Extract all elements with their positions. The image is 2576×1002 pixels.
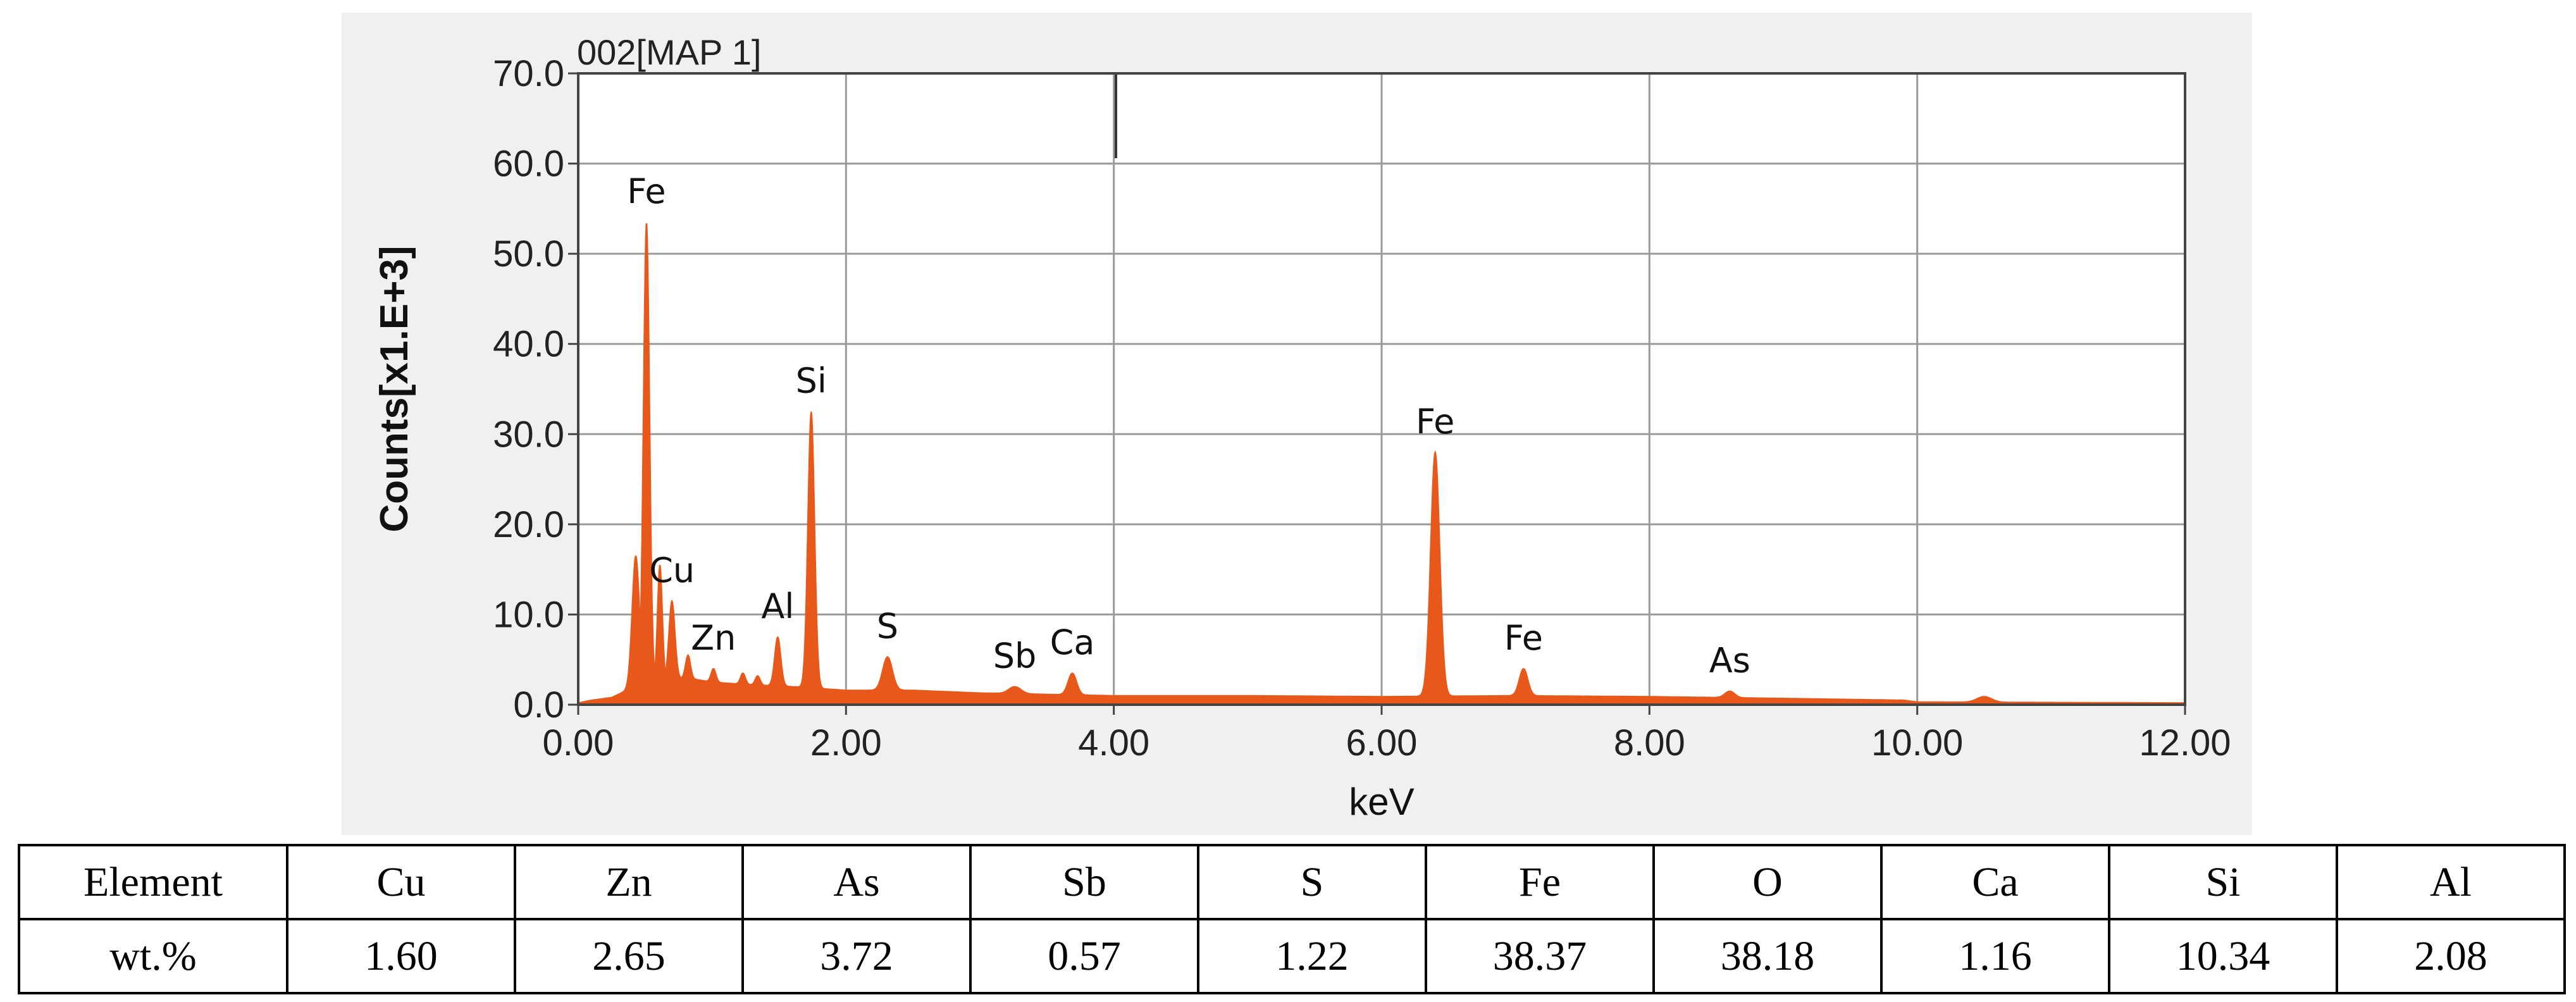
peak-label: Fe <box>627 171 666 211</box>
wt-value-cell: 1.16 <box>1880 918 2110 994</box>
y-axis-ticks: 0.0 10.0 20.0 30.0 40.0 50.0 60.0 70.0 <box>493 53 578 726</box>
eds-spectrum-panel: 0.00 2.00 4.00 6.00 8.00 10.00 12.00 0.0 10.0 20… <box>342 13 2252 835</box>
chart-title: 002[MAP 1] <box>577 32 762 72</box>
wt-value-cell: 2.08 <box>2336 918 2566 994</box>
wt-value-cell: 1.22 <box>1197 918 1427 994</box>
peak-label: Fe <box>1416 402 1454 442</box>
peak-label: Cu <box>649 550 695 590</box>
peak-labels: Fe Cu Zn Al Si S Sb Ca Fe Fe As <box>627 171 1750 680</box>
wt-value-cell: 3.72 <box>741 918 972 994</box>
element-header-cell: Fe <box>1425 844 1655 920</box>
wt-value-cell: 38.18 <box>1652 918 1883 994</box>
x-tick-label: 6.00 <box>1346 722 1418 764</box>
wt-value-label: wt.% <box>18 918 288 994</box>
weight-percent-row: wt.% 1.60 2.65 3.72 0.57 1.22 38.37 38.18 1.16 10… <box>18 918 2566 994</box>
wt-value-cell: 38.37 <box>1425 918 1655 994</box>
y-tick-label: 60.0 <box>493 144 564 185</box>
y-tick-label: 0.0 <box>513 684 564 726</box>
composition-table: Element Cu Zn As Sb S Fe O Ca Si Al wt.% 1.60 2.65 3.… <box>18 844 2566 994</box>
element-header-cell: Sb <box>969 844 1199 920</box>
x-tick-label: 10.00 <box>1871 722 1963 764</box>
y-tick-label: 50.0 <box>493 233 564 275</box>
element-header-cell: Si <box>2108 844 2338 920</box>
peak-label: Sb <box>993 636 1037 676</box>
y-tick-label: 70.0 <box>493 53 564 94</box>
wt-value-cell: 1.60 <box>286 918 516 994</box>
peak-label: Fe <box>1504 618 1543 658</box>
element-header-label: Element <box>18 844 288 920</box>
wt-value-cell: 10.34 <box>2108 918 2338 994</box>
x-axis-title: keV <box>1349 781 1414 823</box>
element-header-cell: Cu <box>286 844 516 920</box>
x-tick-label: 2.00 <box>810 722 882 764</box>
x-axis-ticks: 0.00 2.00 4.00 6.00 8.00 10.00 12.00 <box>543 705 2231 764</box>
y-tick-label: 40.0 <box>493 324 564 365</box>
element-header-cell: S <box>1197 844 1427 920</box>
element-row: Element Cu Zn As Sb S Fe O Ca Si Al <box>18 844 2566 920</box>
peak-label: Al <box>761 586 794 626</box>
y-tick-label: 10.0 <box>493 594 564 635</box>
grid-lines <box>578 73 2185 705</box>
x-tick-label: 12.00 <box>2139 722 2231 764</box>
peak-label: Si <box>796 361 827 401</box>
peak-label: Ca <box>1050 622 1095 662</box>
y-axis-title: Counts[x1.E+3] <box>373 245 416 532</box>
x-tick-label: 0.00 <box>543 722 614 764</box>
element-header-cell: O <box>1652 844 1883 920</box>
peak-label: S <box>877 606 898 646</box>
spectrum-trace <box>578 223 2186 705</box>
eds-spectrum-chart: 0.00 2.00 4.00 6.00 8.00 10.00 12.00 0.0 10.0 20… <box>373 32 2231 823</box>
peak-label: Zn <box>691 618 736 658</box>
element-header-cell: As <box>741 844 972 920</box>
peak-label: As <box>1709 641 1750 681</box>
wt-value-cell: 0.57 <box>969 918 1199 994</box>
element-header-cell: Ca <box>1880 844 2110 920</box>
element-header-cell: Al <box>2336 844 2566 920</box>
wt-value-cell: 2.65 <box>514 918 744 994</box>
x-tick-label: 4.00 <box>1078 722 1149 764</box>
y-tick-label: 20.0 <box>493 504 564 545</box>
y-tick-label: 30.0 <box>493 414 564 455</box>
element-header-cell: Zn <box>514 844 744 920</box>
x-tick-label: 8.00 <box>1614 722 1685 764</box>
